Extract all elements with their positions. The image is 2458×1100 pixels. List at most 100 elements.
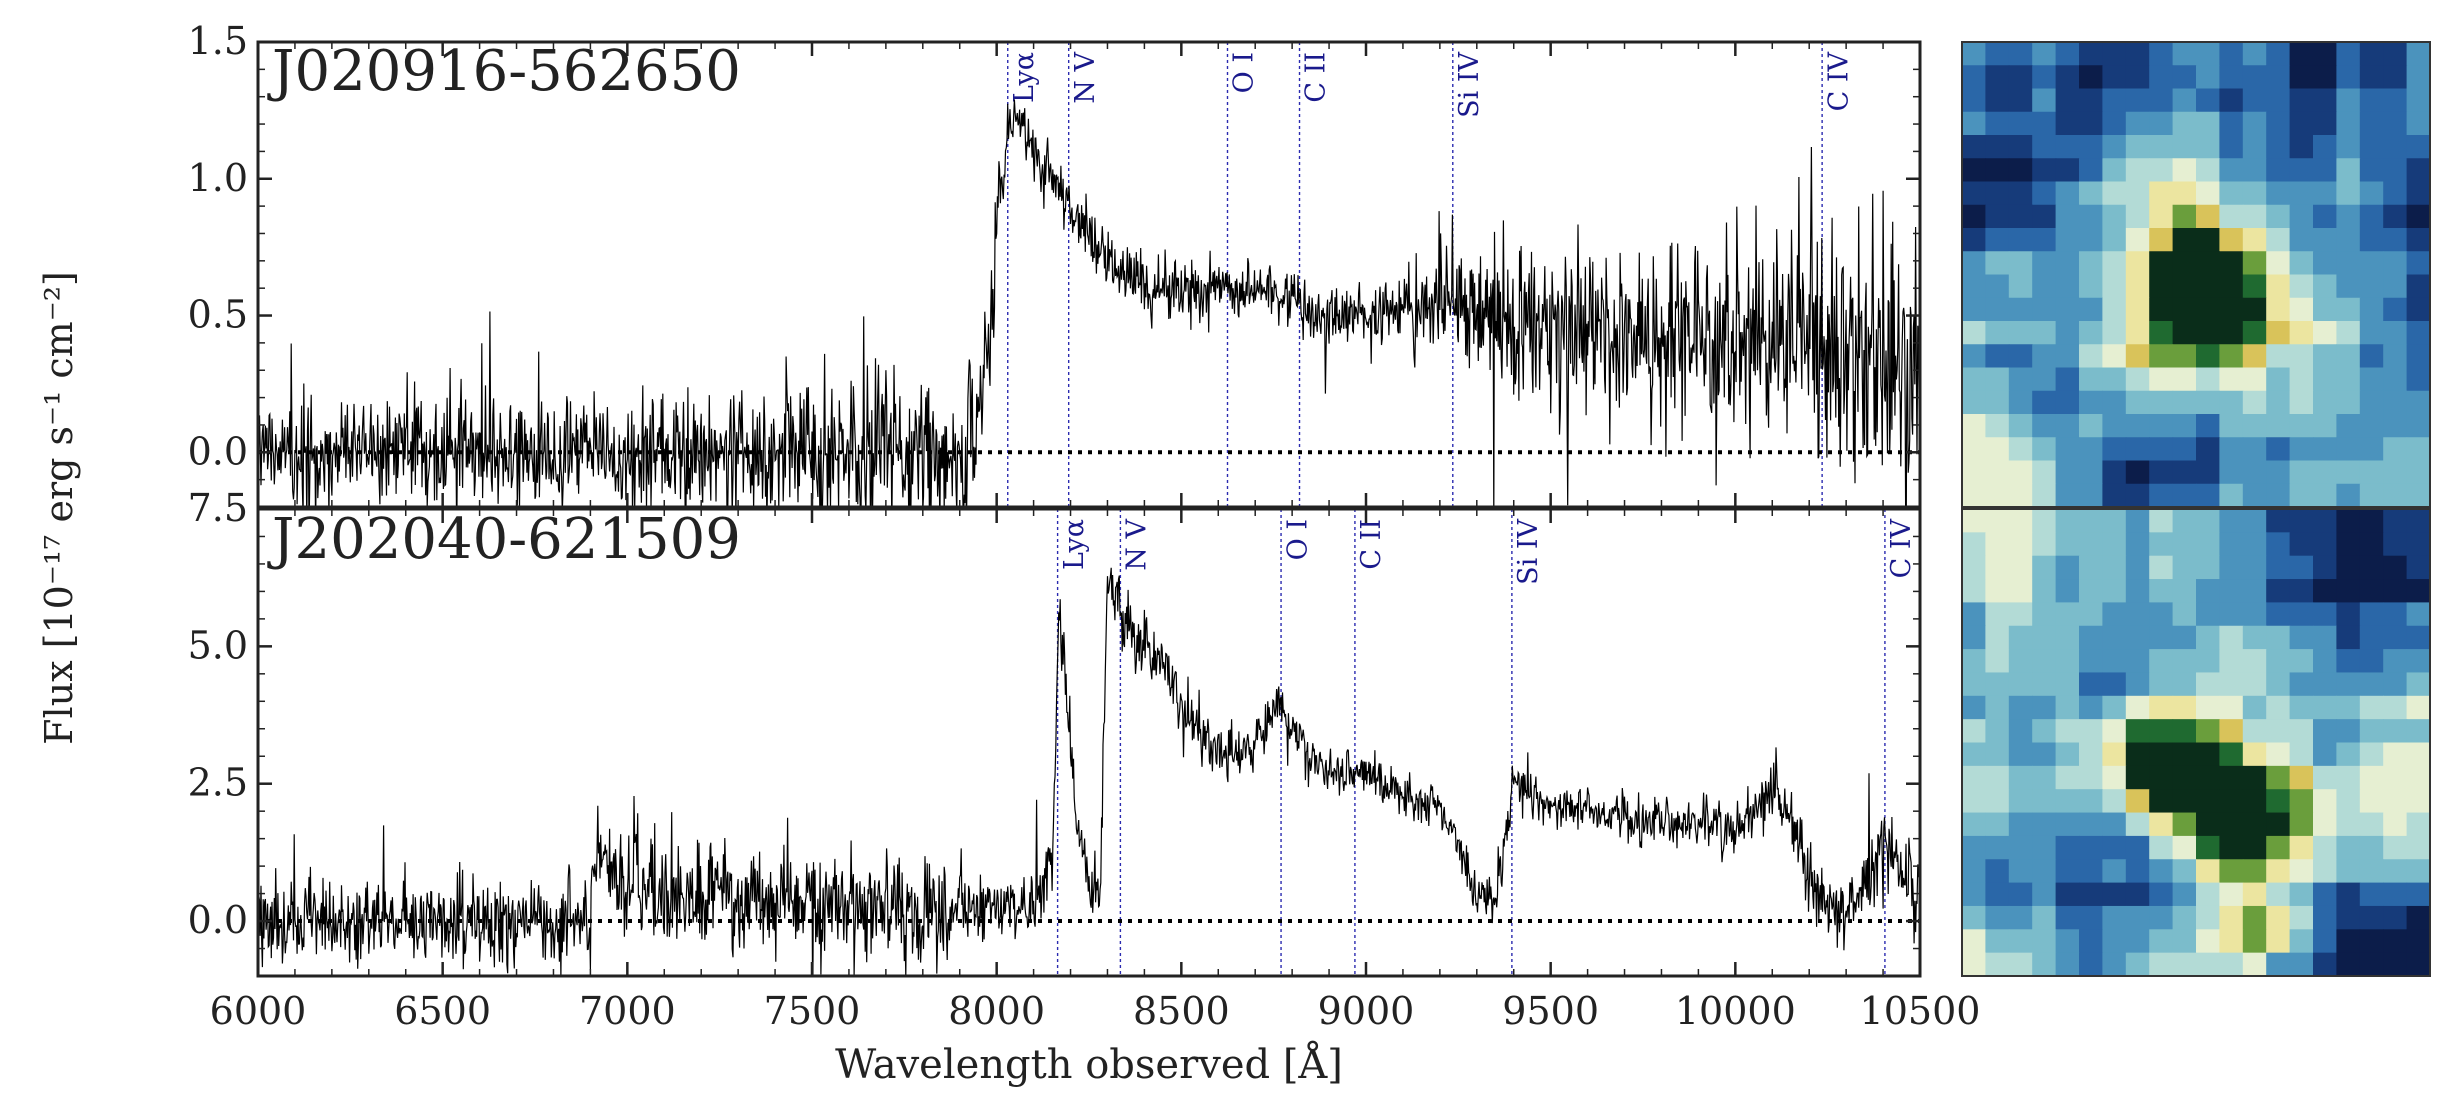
cutout-pixel	[2336, 905, 2361, 930]
cutout-pixel	[2266, 204, 2291, 229]
cutout-pixel	[1985, 719, 2010, 744]
cutout-pixel	[2079, 649, 2103, 674]
cutout-pixel	[2149, 812, 2174, 837]
cutout-pixel	[2313, 483, 2337, 508]
cutout-pixel	[2079, 321, 2103, 345]
cutout-pixel	[2149, 905, 2174, 930]
cutout-pixel	[2242, 835, 2267, 860]
cutout-pixel	[2032, 602, 2057, 627]
cutout-pixel	[2219, 835, 2244, 860]
cutout-pixel	[2102, 414, 2127, 438]
cutout-pixel	[1962, 181, 1986, 206]
cutout-pixel	[2383, 274, 2408, 299]
cutout-pixel	[2125, 835, 2150, 860]
cutout-pixel	[2172, 437, 2197, 462]
cutout-pixel	[2196, 65, 2220, 90]
cutout-pixel	[1985, 158, 2010, 183]
cutout-pixel	[2406, 555, 2431, 580]
cutout-pixel	[2313, 509, 2337, 533]
cutout-pixel	[2149, 789, 2174, 814]
cutout-pixel	[2266, 228, 2291, 252]
cutout-pixel	[2032, 274, 2057, 299]
cutout-pixel	[2172, 929, 2197, 954]
cutout-pixel	[2242, 812, 2267, 837]
cutout-pixel	[2125, 367, 2150, 392]
cutout-pixel	[1962, 437, 1986, 462]
cutout-pixel	[2032, 882, 2057, 907]
cutout-pixel	[2313, 835, 2337, 860]
cutout-pixel	[2313, 42, 2337, 66]
cutout-pixel	[2149, 344, 2174, 369]
cutout-pixel	[1962, 135, 1986, 159]
cutout-pixel	[1985, 905, 2010, 930]
cutout-pixel	[2289, 251, 2314, 276]
cutout-pixel	[2055, 509, 2080, 533]
cutout-pixel	[2125, 390, 2150, 415]
cutout-pixel	[2172, 483, 2197, 508]
cutout-pixel	[2079, 695, 2103, 720]
cutout-pixel	[2196, 460, 2220, 485]
cutout-pixel	[2102, 158, 2127, 183]
cutout-pixel	[2079, 228, 2103, 252]
cutout-pixel	[2242, 579, 2267, 603]
cutout-pixel	[1962, 532, 1986, 557]
cutout-pixel	[2125, 905, 2150, 930]
cutout-pixel	[2172, 274, 2197, 299]
cutout-pixel	[2196, 367, 2220, 392]
cutout-pixel	[2219, 649, 2244, 674]
cutout-pixel	[2219, 437, 2244, 462]
cutout-pixel	[2336, 204, 2361, 229]
cutout-pixel	[2383, 135, 2408, 159]
cutout-pixel	[2406, 344, 2431, 369]
cutout-pixel	[2055, 532, 2080, 557]
cutout-pixel	[2079, 509, 2103, 533]
cutout-pixel	[2149, 579, 2174, 603]
cutout-pixel	[2406, 228, 2431, 252]
cutout-pixel	[2313, 765, 2337, 790]
cutout-pixel	[2079, 135, 2103, 159]
line-label-oi: O I	[1229, 52, 1260, 93]
cutout-pixel	[1985, 579, 2010, 603]
cutout-pixel	[2289, 483, 2314, 508]
cutout-pixel	[2242, 719, 2267, 744]
cutout-pixel	[2102, 532, 2127, 557]
cutout-pixel	[2289, 158, 2314, 183]
cutout-pixel	[1962, 509, 1986, 533]
cutout-pixel	[2125, 228, 2150, 252]
cutout-pixel	[2102, 251, 2127, 276]
cutout-pixel	[2359, 344, 2384, 369]
cutout-pixel	[2055, 251, 2080, 276]
cutout-pixel	[2149, 437, 2174, 462]
cutout-pixel	[2383, 344, 2408, 369]
cutout-pixel	[2032, 649, 2057, 674]
cutout-pixel	[2266, 835, 2291, 860]
cutout-pixel	[2196, 882, 2220, 907]
cutout-pixel	[2196, 859, 2220, 884]
cutout-pixel	[2102, 111, 2127, 136]
cutout-pixel	[2172, 204, 2197, 229]
cutout-pixel	[2406, 274, 2431, 299]
cutout-pixel	[2149, 625, 2174, 650]
cutout-pixel	[2313, 321, 2337, 345]
cutout-pixel	[2359, 952, 2384, 977]
cutout-pixel	[2102, 882, 2127, 907]
cutout-pixel	[2032, 367, 2057, 392]
cutout-pixel	[2196, 695, 2220, 720]
cutout-pixel	[2079, 952, 2103, 977]
cutout-pixel	[2219, 251, 2244, 276]
cutout-pixel	[2008, 625, 2033, 650]
cutout-pixel	[2359, 509, 2384, 533]
cutout-pixel	[2242, 204, 2267, 229]
line-label-nv: N V	[1070, 52, 1101, 104]
cutout-pixel	[2196, 42, 2220, 66]
cutout-pixel	[1962, 905, 1986, 930]
cutout-pixel	[2079, 555, 2103, 580]
cutout-pixel	[2359, 695, 2384, 720]
cutout-pixel	[2125, 42, 2150, 66]
cutout-pixel	[2032, 929, 2057, 954]
cutout-pixel	[2008, 204, 2033, 229]
cutout-pixel	[2383, 509, 2408, 533]
cutout-pixel	[2383, 812, 2408, 837]
cutout-pixel	[2172, 65, 2197, 90]
cutout-pixel	[2032, 204, 2057, 229]
